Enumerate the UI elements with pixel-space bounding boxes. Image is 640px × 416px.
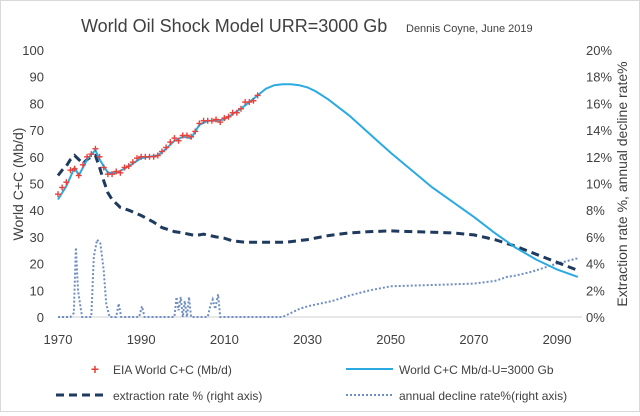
eia-point	[84, 153, 91, 160]
y-left-tick-label: 30	[30, 230, 44, 245]
y-right-tick-label: 6%	[586, 230, 605, 245]
legend: + EIA World C+C (Mb/d) World C+C Mb/d-U=…	[56, 361, 567, 403]
x-tick-label: 1990	[127, 332, 156, 347]
eia-point	[167, 139, 174, 146]
eia-point	[208, 117, 215, 124]
x-tick-label: 1970	[44, 332, 73, 347]
eia-point	[217, 119, 224, 126]
legend-marker-eia: +	[91, 361, 99, 377]
x-tick-label: 2090	[543, 332, 572, 347]
y-left-tick-label: 100	[22, 43, 44, 58]
eia-point	[154, 152, 161, 159]
eia-point	[221, 115, 228, 122]
eia-point	[175, 137, 182, 144]
y-right-tick-label: 10%	[586, 177, 612, 192]
left-axis-title: World C+C (Mb/d)	[10, 128, 26, 241]
y-right-tick-label: 20%	[586, 43, 612, 58]
y-left-tick-label: 50	[30, 177, 44, 192]
right-axis-title: Extraction rate %, annual decline rate%	[614, 61, 630, 306]
eia-point	[213, 116, 220, 123]
legend-label-eia: EIA World C+C (Mb/d)	[113, 363, 232, 377]
eia-point	[88, 151, 95, 158]
eia-point	[225, 113, 232, 120]
series-model-line	[57, 83, 579, 278]
y-left-tick-label: 60	[30, 150, 44, 165]
y-right-tick-label: 4%	[586, 257, 605, 272]
eia-point	[192, 128, 199, 135]
y-right-tick-label: 12%	[586, 150, 612, 165]
eia-point	[125, 163, 132, 170]
eia-point	[134, 155, 141, 162]
x-tick-label: 2010	[210, 332, 239, 347]
y-right-tick-label: 0%	[586, 310, 605, 325]
y-left-tick-label: 0	[37, 310, 44, 325]
legend-label-decline: annual decline rate%(right axis)	[399, 389, 567, 403]
eia-point	[109, 171, 116, 178]
x-tick-label: 2030	[293, 332, 322, 347]
y-right-tick-label: 16%	[586, 96, 612, 111]
eia-point	[75, 172, 82, 179]
eia-point	[113, 168, 120, 175]
x-tick-label: 2070	[459, 332, 488, 347]
series-layer	[55, 83, 579, 318]
y-left-tick-label: 80	[30, 96, 44, 111]
legend-item-decline: annual decline rate%(right axis)	[346, 389, 567, 403]
y-left-tick-label: 20	[30, 257, 44, 272]
legend-label-model: World C+C Mb/d-U=3000 Gb	[399, 363, 554, 377]
eia-point	[67, 167, 74, 174]
eia-point	[237, 105, 244, 112]
eia-point	[183, 132, 190, 139]
eia-point	[117, 169, 124, 176]
eia-point	[188, 133, 195, 140]
eia-point	[158, 148, 165, 155]
eia-point	[121, 164, 128, 171]
eia-point	[163, 144, 170, 151]
y-right-tick-label: 18%	[586, 70, 612, 85]
eia-point	[254, 92, 261, 99]
eia-point	[129, 159, 136, 166]
y-left-tick-label: 40	[30, 203, 44, 218]
x-tick-label: 2050	[376, 332, 405, 347]
legend-label-extraction: extraction rate % (right axis)	[113, 389, 262, 403]
eia-point	[59, 184, 66, 191]
chart-title: World Oil Shock Model URR=3000 Gb	[81, 16, 387, 36]
legend-item-extraction: extraction rate % (right axis)	[56, 389, 262, 403]
legend-item-model: World C+C Mb/d-U=3000 Gb	[346, 363, 554, 377]
eia-point	[63, 179, 70, 186]
eia-point	[250, 97, 257, 104]
eia-point	[96, 153, 103, 160]
y-right-tick-label: 14%	[586, 123, 612, 138]
eia-point	[150, 153, 157, 160]
eia-point	[196, 120, 203, 127]
eia-point	[92, 145, 99, 152]
eia-point	[171, 135, 178, 142]
y-right-tick-label: 2%	[586, 283, 605, 298]
chart-subtitle: Dennis Coyne, June 2019	[406, 23, 533, 35]
legend-item-eia: + EIA World C+C (Mb/d)	[91, 361, 232, 377]
series-decline-line	[58, 237, 579, 318]
eia-point	[233, 109, 240, 116]
y-right-tick-label: 8%	[586, 203, 605, 218]
y-left-tick-label: 10	[30, 283, 44, 298]
eia-point	[246, 99, 253, 106]
y-left-tick-label: 70	[30, 123, 44, 138]
eia-point	[71, 165, 78, 172]
series-extraction-line	[56, 153, 579, 272]
y-left-tick-label: 90	[30, 70, 44, 85]
eia-point	[100, 164, 107, 171]
tick-labels: 1970 1990 2010 2030 2050 2070 2090010203040506…	[22, 43, 612, 347]
eia-point	[55, 191, 61, 198]
eia-point	[79, 161, 86, 168]
